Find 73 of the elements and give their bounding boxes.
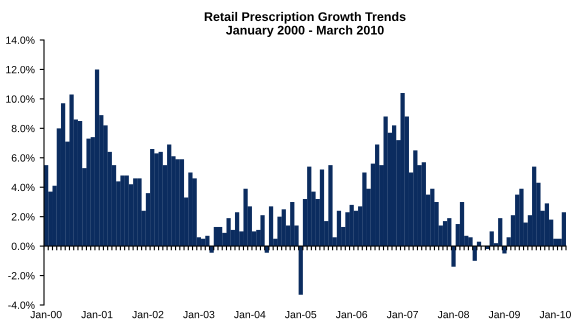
x-tick-label: Jan-04 — [234, 310, 266, 318]
y-tick-label: 8.0% — [12, 124, 35, 132]
bar — [298, 246, 303, 295]
bar — [384, 116, 388, 246]
bar — [167, 144, 172, 246]
bar — [392, 125, 396, 246]
bar — [290, 202, 294, 246]
bar — [400, 93, 405, 246]
x-tick-label: Jan-08 — [438, 310, 470, 318]
bar — [78, 120, 82, 246]
x-tick-label: Jan-02 — [132, 310, 164, 318]
bar — [154, 153, 159, 246]
bar — [362, 172, 367, 246]
bar — [214, 226, 218, 246]
y-tick-label: 4.0% — [11, 184, 35, 192]
bar — [180, 159, 184, 246]
bar — [320, 170, 324, 246]
bar — [94, 69, 100, 246]
bar — [328, 165, 333, 246]
bar — [472, 246, 477, 261]
bar — [137, 178, 142, 246]
y-tick-label: 2.0% — [12, 213, 35, 221]
y-tick-label: 6.0% — [12, 154, 35, 162]
bar — [498, 218, 502, 246]
y-tick-label: 14.0% — [6, 36, 35, 44]
chart-subtitle: January 2000 - March 2010 — [226, 25, 384, 38]
bar — [422, 162, 426, 246]
y-tick-label: 12.0% — [6, 66, 35, 74]
bar — [133, 178, 138, 246]
bar — [218, 226, 222, 246]
bar — [201, 238, 206, 246]
bar — [562, 212, 566, 246]
bar — [188, 172, 193, 246]
bar — [150, 148, 154, 246]
bar — [447, 218, 452, 246]
y-tick-label: -2.0% — [8, 272, 35, 280]
bar — [375, 144, 380, 246]
bar — [350, 204, 354, 246]
bar — [519, 188, 524, 246]
bar — [460, 202, 464, 246]
y-tick-label: 10.0% — [6, 95, 35, 103]
bar — [176, 159, 180, 246]
bar — [60, 103, 66, 246]
bar — [226, 218, 231, 246]
bar — [120, 175, 125, 246]
bar — [413, 150, 418, 246]
bar — [490, 231, 494, 246]
bar — [430, 188, 434, 246]
y-tick-label: -4.0% — [8, 302, 35, 309]
x-tick-label: Jan-00 — [30, 310, 62, 318]
bar — [243, 188, 248, 246]
x-tick-label: Jan-09 — [488, 310, 520, 318]
x-tick-label: Jan-07 — [386, 310, 418, 318]
bar — [268, 206, 274, 246]
y-tick-label: 0.0% — [12, 242, 35, 250]
bar — [86, 138, 91, 246]
bar — [234, 212, 240, 246]
bar — [307, 166, 312, 246]
bar — [124, 175, 129, 246]
chart-title: Retail Prescription Growth Trends — [204, 12, 406, 24]
bar — [442, 221, 448, 246]
bar — [260, 215, 265, 246]
x-tick-label: Jan-01 — [81, 310, 112, 318]
bar — [282, 209, 286, 246]
bar — [532, 166, 536, 246]
bar — [69, 94, 74, 246]
bar — [158, 152, 163, 246]
bar — [544, 203, 550, 246]
x-tick-label: Jan-03 — [183, 310, 214, 318]
x-tick-label: Jan-10 — [540, 310, 571, 318]
bar — [336, 210, 342, 246]
x-tick-label: Jan-06 — [336, 310, 368, 318]
x-tick-label: Jan-05 — [284, 310, 316, 318]
